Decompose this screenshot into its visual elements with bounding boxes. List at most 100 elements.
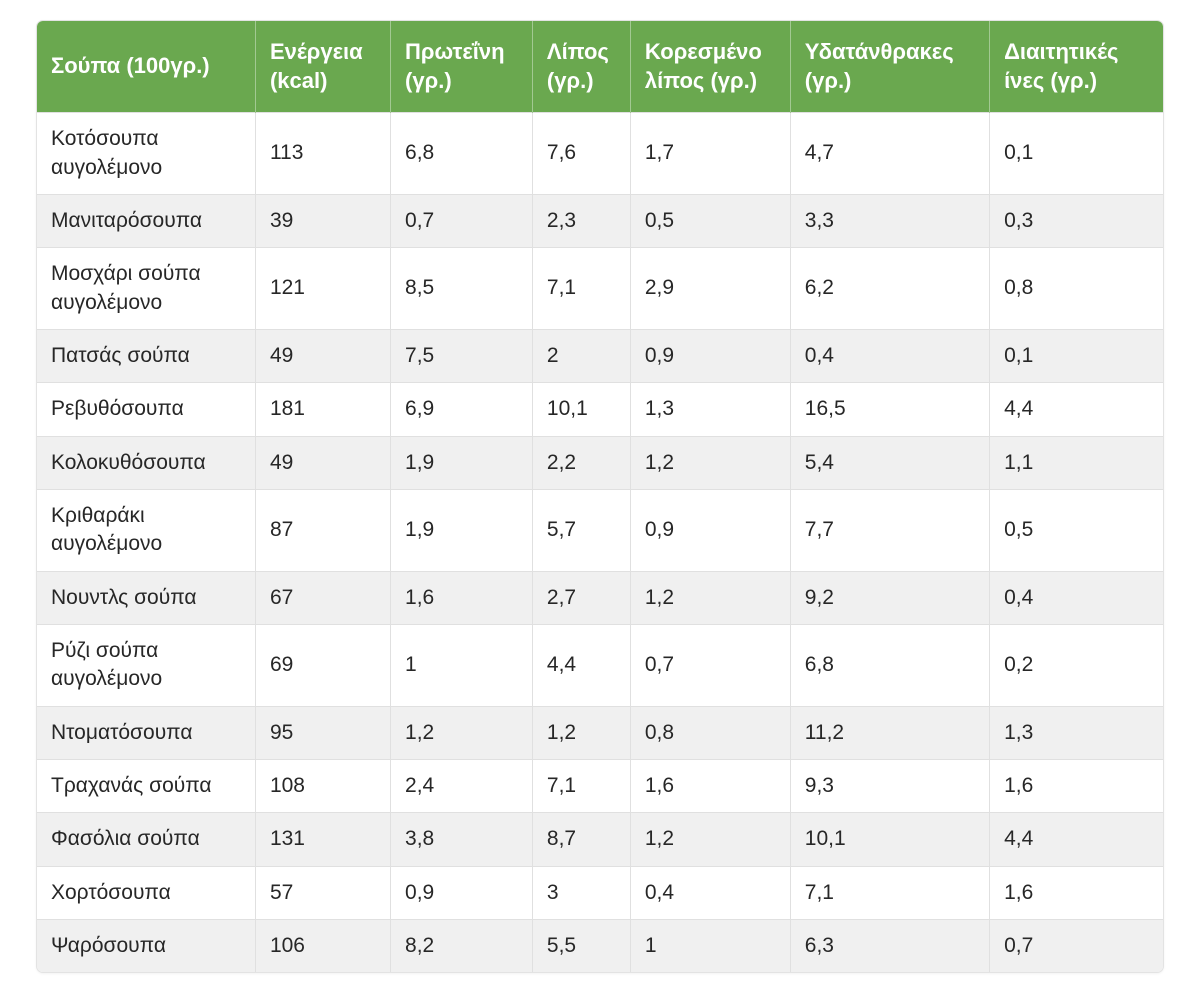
nutrition-table-container: Σούπα (100γρ.) Ενέργεια (kcal) Πρωτεΐνη … [36,20,1164,974]
value-cell: 2,4 [390,758,533,814]
table-row: Μοσχάρι σούπα αυγολέμονο 121 8,5 7,1 2,9 6,2 0… [37,247,1163,330]
value-cell: 0,5 [629,193,791,249]
value-cell: 1,2 [629,570,791,625]
table-row: Χορτόσουπα 57 0,9 3 0,4 7,1 1,6 [37,865,1163,921]
column-header-protein: Πρωτεΐνη (γρ.) [390,21,533,113]
value-cell: 0,4 [629,865,791,921]
value-cell: 1,9 [390,488,533,572]
value-cell: 7,6 [531,112,631,195]
soup-name-cell: Ρύζι σούπα αυγολέμονο [37,623,256,707]
table-row: Ντοματόσουπα 95 1,2 1,2 0,8 11,2 1,3 [37,705,1163,761]
value-cell: 0,1 [989,328,1163,384]
value-cell: 4,4 [531,623,631,707]
value-cell: 2,9 [629,247,791,330]
table-header: Σούπα (100γρ.) Ενέργεια (kcal) Πρωτεΐνη … [37,21,1163,113]
value-cell: 106 [254,919,392,973]
value-cell: 108 [254,758,392,814]
value-cell: 4,7 [789,112,991,195]
soup-name-cell: Φασόλια σούπα [37,812,256,867]
value-cell: 2,7 [531,570,631,625]
value-cell: 87 [254,488,392,572]
header-row: Σούπα (100γρ.) Ενέργεια (kcal) Πρωτεΐνη … [37,21,1163,113]
soup-name-cell: Νουντλς σούπα [37,570,256,625]
soup-name-cell: Ρεβυθόσουπα [37,382,256,437]
value-cell: 0,7 [390,193,533,249]
value-cell: 113 [254,112,392,195]
value-cell: 7,5 [390,328,533,384]
value-cell: 7,1 [531,758,631,814]
value-cell: 1,6 [989,865,1163,921]
column-header-fat: Λίπος (γρ.) [532,21,631,113]
value-cell: 0,7 [629,623,791,707]
value-cell: 39 [254,193,392,249]
value-cell: 1,3 [989,705,1163,761]
table-row: Κοτόσουπα αυγολέμονο 113 6,8 7,6 1,7 4,7 0,1 [37,112,1163,195]
value-cell: 3,3 [789,193,991,249]
value-cell: 1 [629,919,791,973]
value-cell: 8,5 [390,247,533,330]
value-cell: 0,9 [629,488,791,572]
table-row: Ρεβυθόσουπα 181 6,9 10,1 1,3 16,5 4,4 [37,382,1163,437]
soup-name-cell: Ψαρόσουπα [37,919,256,973]
value-cell: 8,7 [531,812,631,867]
value-cell: 69 [254,623,392,707]
value-cell: 7,1 [789,865,991,921]
value-cell: 1,7 [629,112,791,195]
value-cell: 8,2 [390,919,533,973]
value-cell: 0,2 [989,623,1163,707]
value-cell: 2,2 [531,435,631,490]
value-cell: 5,7 [531,488,631,572]
soup-name-cell: Τραχανάς σούπα [37,758,256,814]
value-cell: 6,8 [789,623,991,707]
value-cell: 1,9 [390,435,533,490]
soup-name-cell: Κοτόσουπα αυγολέμονο [37,112,256,195]
table-row: Μανιταρόσουπα 39 0,7 2,3 0,5 3,3 0,3 [37,193,1163,249]
value-cell: 1,2 [390,705,533,761]
value-cell: 16,5 [789,382,991,437]
table-row: Ρύζι σούπα αυγολέμονο 69 1 4,4 0,7 6,8 0,2 [37,623,1163,707]
soup-name-cell: Μανιταρόσουπα [37,193,256,249]
soup-name-cell: Κολοκυθόσουπα [37,435,256,490]
value-cell: 0,7 [989,919,1163,973]
table-row: Κριθαράκι αυγολέμονο 87 1,9 5,7 0,9 7,7 0,5 [37,488,1163,572]
value-cell: 0,1 [989,112,1163,195]
value-cell: 4,4 [989,812,1163,867]
value-cell: 2,3 [531,193,631,249]
value-cell: 1 [390,623,533,707]
value-cell: 3,8 [390,812,533,867]
value-cell: 1,6 [629,758,791,814]
table-row: Φασόλια σούπα 131 3,8 8,7 1,2 10,1 4,4 [37,812,1163,867]
value-cell: 67 [254,570,392,625]
value-cell: 95 [254,705,392,761]
value-cell: 11,2 [789,705,991,761]
value-cell: 7,1 [531,247,631,330]
value-cell: 49 [254,328,392,384]
value-cell: 5,4 [789,435,991,490]
value-cell: 121 [254,247,392,330]
value-cell: 1,2 [531,705,631,761]
soup-nutrition-table: Σούπα (100γρ.) Ενέργεια (kcal) Πρωτεΐνη … [37,21,1163,973]
value-cell: 0,8 [989,247,1163,330]
table-row: Κολοκυθόσουπα 49 1,9 2,2 1,2 5,4 1,1 [37,435,1163,490]
value-cell: 2 [531,328,631,384]
value-cell: 6,3 [789,919,991,973]
value-cell: 1,6 [390,570,533,625]
value-cell: 131 [254,812,392,867]
value-cell: 3 [531,865,631,921]
value-cell: 1,2 [629,812,791,867]
value-cell: 1,3 [629,382,791,437]
soup-name-cell: Μοσχάρι σούπα αυγολέμονο [37,247,256,330]
value-cell: 1,6 [989,758,1163,814]
table-row: Πατσάς σούπα 49 7,5 2 0,9 0,4 0,1 [37,328,1163,384]
table-row: Τραχανάς σούπα 108 2,4 7,1 1,6 9,3 1,6 [37,758,1163,814]
value-cell: 0,3 [989,193,1163,249]
column-header-saturated-fat: Κορεσμένο λίπος (γρ.) [630,21,791,113]
value-cell: 0,9 [629,328,791,384]
value-cell: 0,8 [629,705,791,761]
value-cell: 7,7 [789,488,991,572]
value-cell: 10,1 [531,382,631,437]
table-body: Κοτόσουπα αυγολέμονο 113 6,8 7,6 1,7 4,7 0,1 Μα… [37,112,1163,973]
column-header-soup: Σούπα (100γρ.) [37,21,256,113]
value-cell: 181 [254,382,392,437]
